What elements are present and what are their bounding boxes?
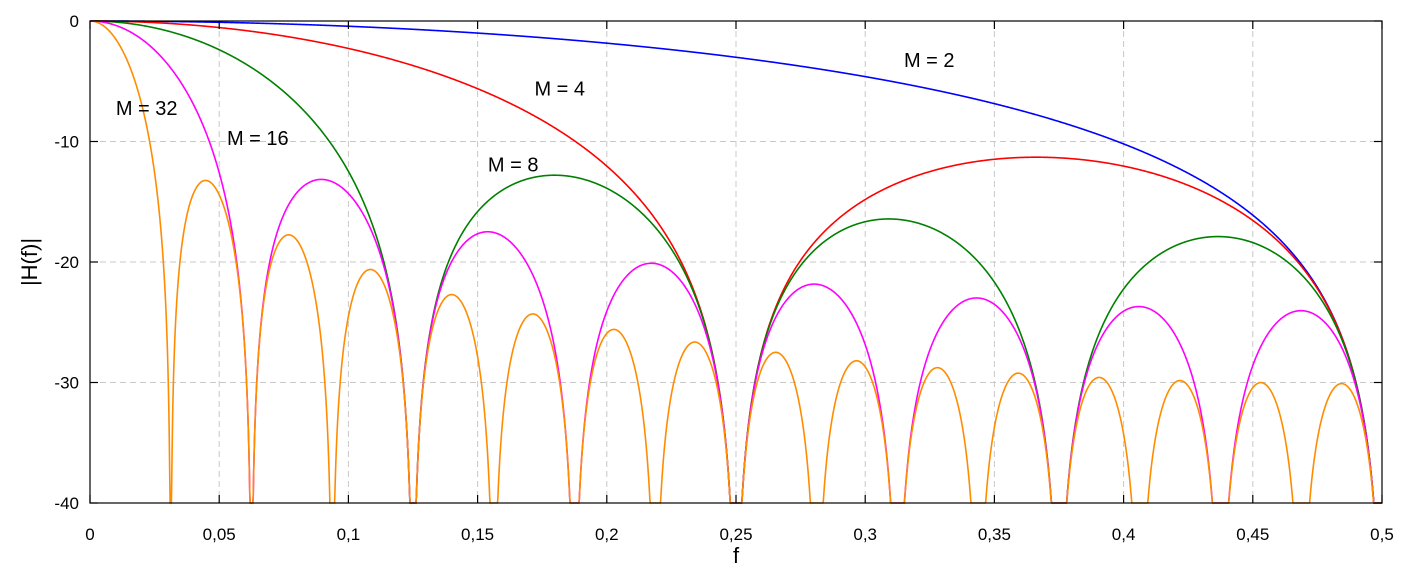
curve-label-m4: M = 4 (534, 79, 585, 101)
y-tick-label: -30 (54, 374, 79, 393)
x-tick-label: 0,15 (461, 525, 494, 544)
x-tick-labels: 0 0,05 0,1 0,15 0,2 0,25 0,3 0,35 0,4 0,45 0,5 (85, 525, 1394, 544)
x-tick-label: 0,5 (1370, 525, 1394, 544)
x-tick-label: 0,4 (1112, 525, 1136, 544)
y-tick-labels: 0 -10 -20 -30 -40 (54, 12, 79, 513)
x-tick-label: 0,05 (203, 525, 236, 544)
x-axis-label: f (733, 543, 740, 568)
axis-ticks (89, 20, 1383, 504)
x-tick-label: 0,35 (978, 525, 1011, 544)
x-tick-label: 0,2 (595, 525, 619, 544)
x-tick-label: 0,45 (1236, 525, 1269, 544)
x-tick-label: 0 (85, 525, 94, 544)
x-tick-label: 0,3 (853, 525, 877, 544)
curve-label-m2: M = 2 (904, 50, 955, 72)
x-tick-label: 0,25 (719, 525, 752, 544)
curve-label-m8: M = 8 (488, 155, 539, 177)
curve-label-m16: M = 16 (227, 128, 289, 150)
y-tick-label: 0 (70, 12, 79, 31)
y-axis-label: |H(f)| (17, 238, 42, 286)
x-tick-label: 0,1 (337, 525, 361, 544)
y-tick-label: -40 (54, 494, 79, 513)
y-tick-label: -20 (54, 253, 79, 272)
grid (90, 21, 1382, 503)
series-line-m2 (90, 20, 1382, 504)
curve-label-m32: M = 32 (116, 98, 178, 120)
y-tick-label: -10 (54, 133, 79, 152)
curve-labels: M = 2 M = 4 M = 8 M = 16 M = 32 (116, 50, 955, 177)
